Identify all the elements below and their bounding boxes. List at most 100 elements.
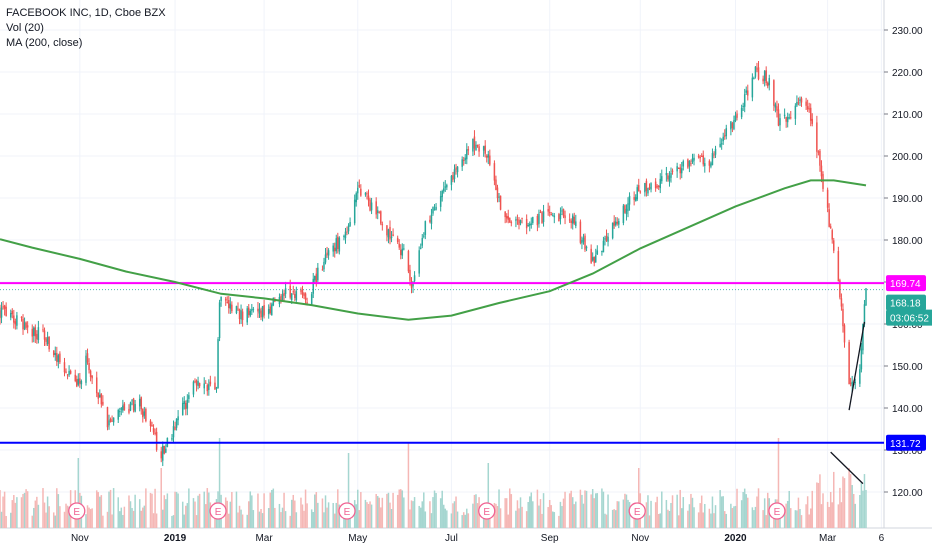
volume-bar [731, 508, 734, 528]
volume-bar [149, 492, 152, 528]
volume-bar [160, 468, 162, 528]
candle-body [347, 225, 350, 232]
volume-bar [837, 504, 840, 528]
candle-body [257, 308, 259, 312]
candle-body [403, 248, 405, 250]
volume-bar [564, 491, 566, 528]
volume-bar [303, 510, 305, 528]
volume-bar [381, 497, 384, 528]
volume-bar [633, 510, 635, 528]
price-label-text: 169.74 [890, 279, 921, 290]
time-tick-label: May [348, 533, 367, 544]
volume-bar [86, 505, 89, 528]
candle-body [851, 381, 853, 386]
volume-bar [585, 490, 588, 528]
volume-bar [504, 498, 506, 528]
volume-bar [430, 513, 433, 528]
volume-bar [462, 512, 465, 528]
volume-bar [472, 503, 474, 528]
volume-bar [828, 506, 830, 528]
candle-body [109, 419, 112, 423]
candle-body [763, 71, 766, 81]
volume-bar [763, 498, 766, 528]
candle-body [498, 196, 500, 198]
candle-body [539, 212, 542, 214]
candle-body [272, 297, 275, 306]
volume-bar [389, 502, 391, 528]
candle-body [280, 295, 282, 302]
candle-body [848, 342, 850, 385]
candle-body [306, 302, 308, 304]
candle-body [381, 224, 384, 226]
candle-body [688, 160, 691, 167]
volume-bar [33, 507, 35, 528]
volume-bar [618, 501, 620, 528]
volume-bar [386, 493, 388, 528]
candle-body [720, 143, 723, 145]
volume-bar [602, 491, 605, 528]
candle-body [289, 285, 291, 298]
volume-bar [507, 514, 509, 528]
volume-bar [754, 506, 757, 528]
volume-bar [842, 476, 844, 528]
candle-body [85, 355, 87, 383]
candle-body [839, 280, 841, 298]
candle-body [571, 215, 574, 224]
candle-body [57, 355, 60, 363]
candle-body [736, 113, 738, 118]
volume-bar [333, 513, 336, 528]
candle-body [505, 215, 508, 219]
candle-body [840, 298, 843, 307]
volume-bar [162, 509, 164, 528]
candle-body [432, 206, 434, 214]
candle-body [68, 370, 70, 375]
candle-body [742, 105, 744, 107]
volume-bar [231, 491, 233, 528]
volume-bar [57, 494, 60, 528]
candle-body [25, 322, 27, 328]
volume-bar [757, 488, 760, 528]
volume-bar [622, 499, 625, 528]
candle-body [224, 298, 227, 301]
volume-bar [370, 504, 373, 528]
candle-body [865, 288, 867, 306]
candle-body [665, 172, 668, 176]
volume-bar [667, 509, 669, 528]
volume-bar [175, 491, 178, 528]
volume-bar [198, 493, 201, 528]
candle-body [143, 411, 146, 416]
candle-body [679, 167, 681, 174]
volume-bar [676, 494, 678, 528]
volume-bar [510, 494, 513, 528]
volume-bar [152, 513, 155, 528]
candle-body [773, 80, 775, 106]
volume-bar [257, 493, 259, 528]
candle-body [172, 426, 175, 438]
candle-body [766, 82, 769, 87]
candle-body [687, 159, 689, 168]
candle-body [466, 149, 468, 160]
candle-body [429, 219, 431, 222]
volume-bar [154, 488, 156, 528]
volume-bar [132, 510, 135, 528]
candle-body [140, 397, 143, 410]
volume-bar [849, 474, 852, 528]
volume-bar [682, 497, 685, 528]
candle-body [805, 101, 807, 106]
candle-body [467, 149, 470, 151]
price-label-box [886, 309, 932, 326]
candle-body [91, 375, 93, 379]
candle-body [398, 243, 400, 248]
volume-bar [140, 510, 143, 528]
volume-bar [777, 438, 780, 528]
candle-body [209, 381, 212, 385]
candle-body [386, 225, 388, 236]
volume-bar [840, 502, 843, 528]
time-tick-label: Nov [631, 533, 649, 544]
candle-body [240, 310, 242, 320]
candle-body [604, 238, 606, 240]
candle-body [585, 246, 588, 249]
